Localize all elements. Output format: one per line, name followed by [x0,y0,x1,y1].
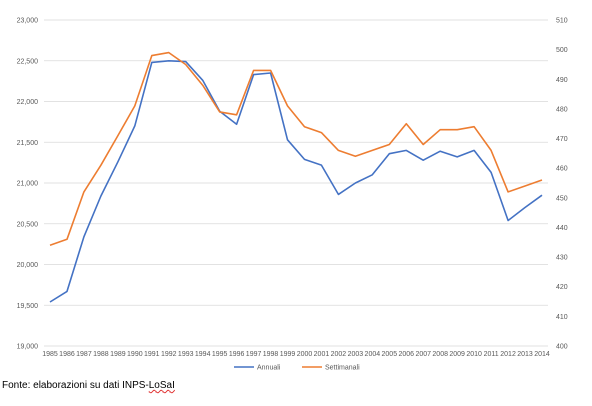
x-tick-label: 2008 [432,351,448,358]
right-axis-ticks: 400 410 420 430 440 450 460 470 480 490 500 510 [556,18,568,351]
x-tick-label: 1993 [178,351,194,358]
left-tick-label: 19,000 [17,344,39,351]
x-tick-label: 1992 [161,351,177,358]
legend: Annuali Settimanali [234,365,360,372]
left-axis-ticks: 19,000 19,500 20,000 20,500 21,000 21,500 22,0… [17,18,39,351]
x-tick-label: 2001 [314,351,330,358]
series-line-settimanali [49,51,543,246]
x-tick-label: 2003 [348,351,364,358]
left-tick-label: 19,500 [17,303,39,310]
right-tick-label: 460 [556,166,568,173]
x-tick-label: 2000 [297,351,313,358]
left-tick-label: 20,500 [17,221,39,228]
x-tick-label: 2004 [365,351,381,358]
gridlines [44,19,548,347]
right-tick-label: 510 [556,18,568,25]
x-tick-label: 2012 [500,351,516,358]
x-tick-label: 2011 [484,351,499,358]
left-tick-label: 22,500 [17,58,39,65]
x-tick-label: 2005 [382,351,398,358]
x-tick-label: 1986 [59,351,75,358]
x-tick-label: 1989 [110,351,126,358]
x-tick-label: 1996 [229,351,245,358]
source-caption: Fonte: elaborazioni su dati INPS-LoSaI [2,380,175,391]
x-tick-label: 2002 [331,351,347,358]
x-tick-label: 1995 [212,351,228,358]
x-tick-label: 1991 [144,351,160,358]
right-tick-label: 420 [556,284,568,291]
x-tick-label: 1985 [42,351,58,358]
legend-label: Settimanali [325,365,360,372]
x-tick-label: 1999 [280,351,296,358]
right-tick-label: 500 [556,47,568,54]
x-tick-label: 1987 [76,351,92,358]
left-tick-label: 21,500 [17,140,39,147]
right-tick-label: 480 [556,106,568,113]
left-tick-label: 20,000 [17,262,39,269]
right-tick-label: 400 [556,344,568,351]
x-tick-label: 1997 [246,351,262,358]
line-chart: 19,000 19,500 20,000 20,500 21,000 21,500 22,0… [17,18,568,372]
x-tick-label: 1990 [127,351,143,358]
right-tick-label: 470 [556,136,568,143]
left-tick-label: 22,000 [17,99,39,106]
right-tick-label: 440 [556,225,568,232]
x-tick-label: 1994 [195,351,211,358]
x-tick-label: 2006 [398,351,414,358]
x-tick-label: 2009 [449,351,465,358]
caption-underlined: LoSaI [148,380,175,391]
x-tick-label: 2010 [466,351,482,358]
right-tick-label: 410 [556,314,568,321]
x-tick-label: 2014 [534,351,550,358]
x-tick-label: 1998 [263,351,279,358]
series-line-annuali [49,59,543,303]
caption-prefix: Fonte: elaborazioni su dati INPS- [2,380,149,391]
series-lines [49,51,543,303]
x-tick-label: 1988 [93,351,109,358]
legend-label: Annuali [257,365,281,372]
x-tick-label: 2013 [517,351,533,358]
right-tick-label: 430 [556,255,568,262]
x-axis-ticks: 1985 1986 1987 1988 1989 1990 1991 1992 1993 1994… [42,351,550,358]
left-tick-label: 21,000 [17,181,39,188]
left-tick-label: 23,000 [17,18,39,25]
x-tick-label: 2007 [415,351,431,358]
right-tick-label: 450 [556,195,568,202]
right-tick-label: 490 [556,77,568,84]
